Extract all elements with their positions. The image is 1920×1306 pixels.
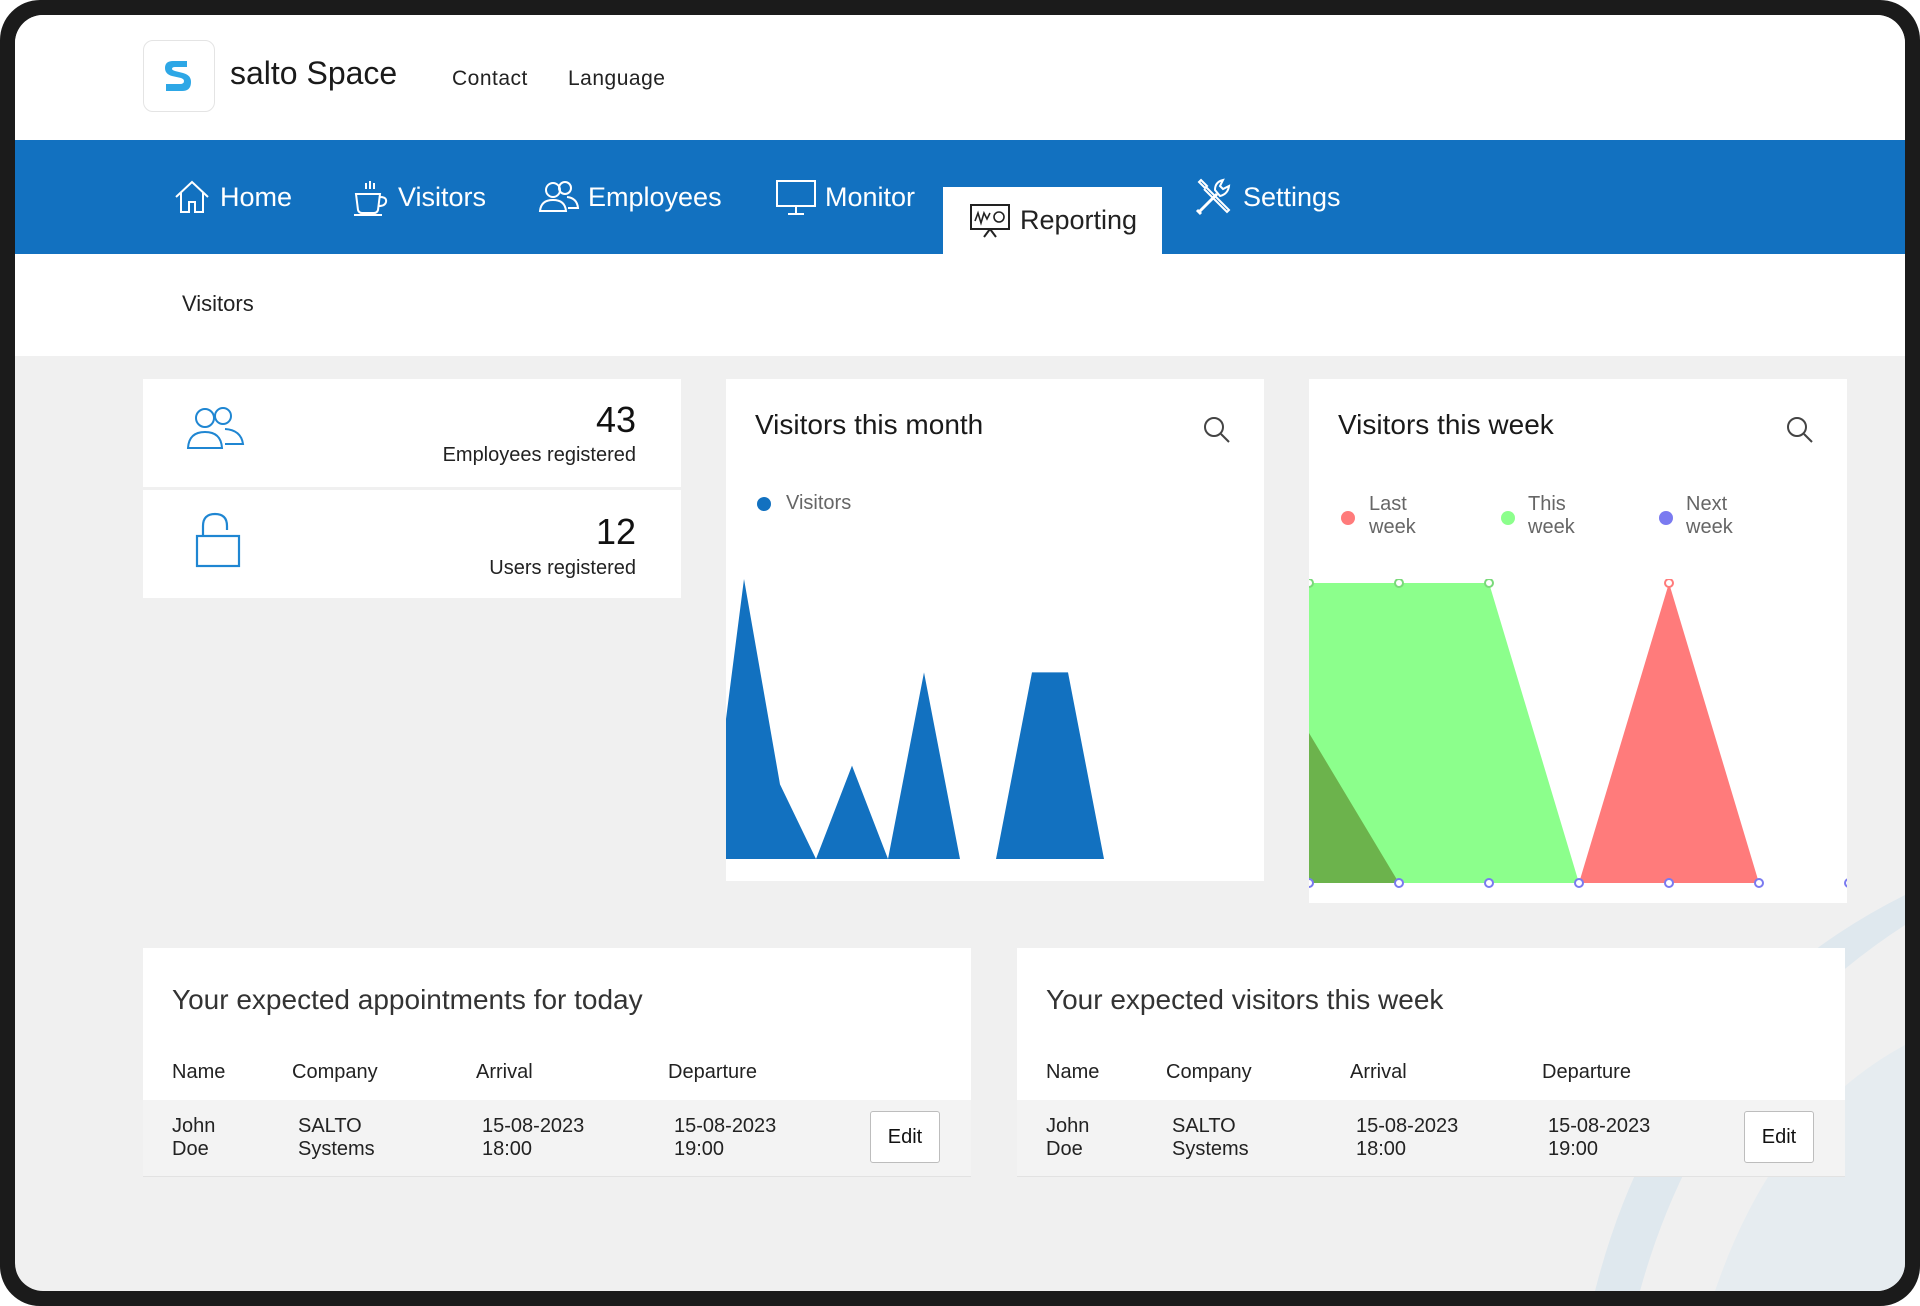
nav-visitors-label: Visitors [398, 181, 487, 212]
last-week-point [1664, 579, 1674, 588]
brand-name: salto Space [230, 55, 398, 91]
visitors-week-table-card: Your expected visitors this week Name Co… [1017, 948, 1845, 1177]
legend-dot-this-week [1501, 511, 1515, 525]
visitors-month-card: Visitors this month Visitors [726, 379, 1264, 881]
nav-settings-label: Settings [1243, 181, 1341, 212]
next-week-point [1484, 878, 1494, 888]
cell-company: SALTO Systems [1172, 1115, 1249, 1160]
table-row: John Doe SALTO Systems 15-08-2023 18:00 15-… [1017, 1100, 1845, 1177]
legend-label-last-week: Last week [1369, 493, 1416, 539]
nav-reporting-label: Reporting [1020, 205, 1138, 235]
salto-s-logo-icon [165, 61, 191, 91]
legend-label-this-week: This week [1528, 493, 1575, 539]
legend-last-week-line2: week [1369, 516, 1416, 538]
last-week-area-series [1309, 583, 1847, 883]
salto-logo[interactable] [143, 40, 215, 112]
unlock-icon [195, 512, 241, 568]
visitors-month-chart [726, 579, 1264, 859]
next-week-point [1844, 878, 1847, 888]
visitors-month-title: Visitors this month [755, 409, 984, 440]
visitors-area-series [726, 579, 1264, 859]
overlap-area-region [1309, 733, 1847, 883]
column-header-company: Company [1166, 1061, 1252, 1083]
users-icon [538, 181, 580, 212]
top-bar: salto Space Contact Language [15, 15, 1905, 140]
nav-reporting[interactable]: Reporting [943, 187, 1163, 254]
stat-card-employees: 43 Employees registered [143, 379, 681, 487]
nav-monitor-label: Monitor [825, 181, 916, 212]
stat-card-users: 12 Users registered [143, 490, 681, 598]
cell-departure: 15-08-2023 19:00 [674, 1115, 777, 1160]
contact-link[interactable]: Contact [452, 67, 528, 90]
visitors-week-chart [1309, 579, 1847, 888]
nav-settings[interactable]: Settings [1193, 140, 1341, 254]
cell-name: John Doe [1046, 1115, 1090, 1160]
app-screen: salto Space Contact Language Home Visito… [15, 15, 1905, 1291]
next-week-point [1664, 878, 1674, 888]
cell-departure: 15-08-2023 19:00 [1548, 1115, 1651, 1160]
legend-label-next-week: Next week [1686, 493, 1733, 539]
nav-monitor[interactable]: Monitor [775, 140, 915, 254]
search-icon[interactable] [1202, 415, 1232, 445]
nav-employees-label: Employees [588, 181, 722, 212]
search-icon[interactable] [1785, 415, 1815, 445]
column-header-arrival: Arrival [1350, 1061, 1407, 1083]
employees-label: Employees registered [442, 444, 636, 466]
nav-home[interactable]: Home [172, 140, 292, 254]
next-week-point [1754, 878, 1764, 888]
legend-this-week-line2: week [1528, 516, 1575, 538]
column-header-name: Name [1046, 1061, 1100, 1083]
next-week-point [1394, 878, 1404, 888]
appointments-today-title: Your expected appointments for today [172, 984, 643, 1015]
this-week-point [1394, 579, 1404, 588]
appointments-today-card: Your expected appointments for today Nam… [143, 948, 971, 1177]
legend-this-week-line1: This [1528, 493, 1566, 515]
presentation-chart-icon [970, 203, 1010, 238]
legend-dot-last-week [1341, 511, 1355, 525]
nav-employees[interactable]: Employees [538, 140, 722, 254]
users-icon [186, 407, 245, 449]
next-week-point [1574, 878, 1584, 888]
users-count: 12 [595, 511, 636, 552]
column-header-name: Name [172, 1061, 226, 1083]
visitors-week-card: Visitors this week Last week This week Nex… [1309, 379, 1847, 903]
cell-name: John Doe [172, 1115, 216, 1160]
column-header-departure: Departure [1542, 1061, 1631, 1083]
legend-dot-next-week [1659, 511, 1673, 525]
subheader: Visitors [15, 254, 1905, 356]
column-header-departure: Departure [668, 1061, 757, 1083]
language-link[interactable]: Language [568, 67, 666, 90]
nav-home-label: Home [220, 181, 293, 212]
legend-next-week-line2: week [1686, 516, 1733, 538]
home-icon [175, 180, 209, 213]
legend-dot-visitors [757, 497, 771, 511]
next-week-point [1309, 878, 1314, 888]
column-header-arrival: Arrival [476, 1061, 533, 1083]
this-week-point [1484, 579, 1494, 588]
legend-next-week-line1: Next [1686, 493, 1728, 515]
legend-label-visitors: Visitors [786, 492, 852, 514]
visitors-week-title: Visitors this week [1338, 409, 1554, 440]
monitor-icon [776, 180, 816, 215]
legend-last-week-line1: Last [1369, 493, 1407, 515]
this-week-area-series [1309, 583, 1847, 883]
users-label: Users registered [489, 557, 636, 579]
tools-icon [1195, 178, 1231, 216]
table-row: John Doe SALTO Systems 15-08-2023 18:00 15-… [143, 1100, 971, 1177]
cell-company: SALTO Systems [298, 1115, 375, 1160]
this-week-point [1309, 579, 1314, 588]
breadcrumb: Visitors [182, 291, 254, 316]
edit-button[interactable]: Edit [870, 1111, 940, 1163]
cell-arrival: 15-08-2023 18:00 [1356, 1115, 1459, 1160]
nav-visitors[interactable]: Visitors [350, 140, 486, 254]
main-nav: Home Visitors Employees Monitor [15, 140, 1905, 254]
edit-button[interactable]: Edit [1744, 1111, 1814, 1163]
column-header-company: Company [292, 1061, 378, 1083]
coffee-cup-icon [354, 181, 388, 216]
employees-count: 43 [595, 399, 636, 440]
visitors-week-table-title: Your expected visitors this week [1046, 984, 1444, 1015]
cell-arrival: 15-08-2023 18:00 [482, 1115, 585, 1160]
